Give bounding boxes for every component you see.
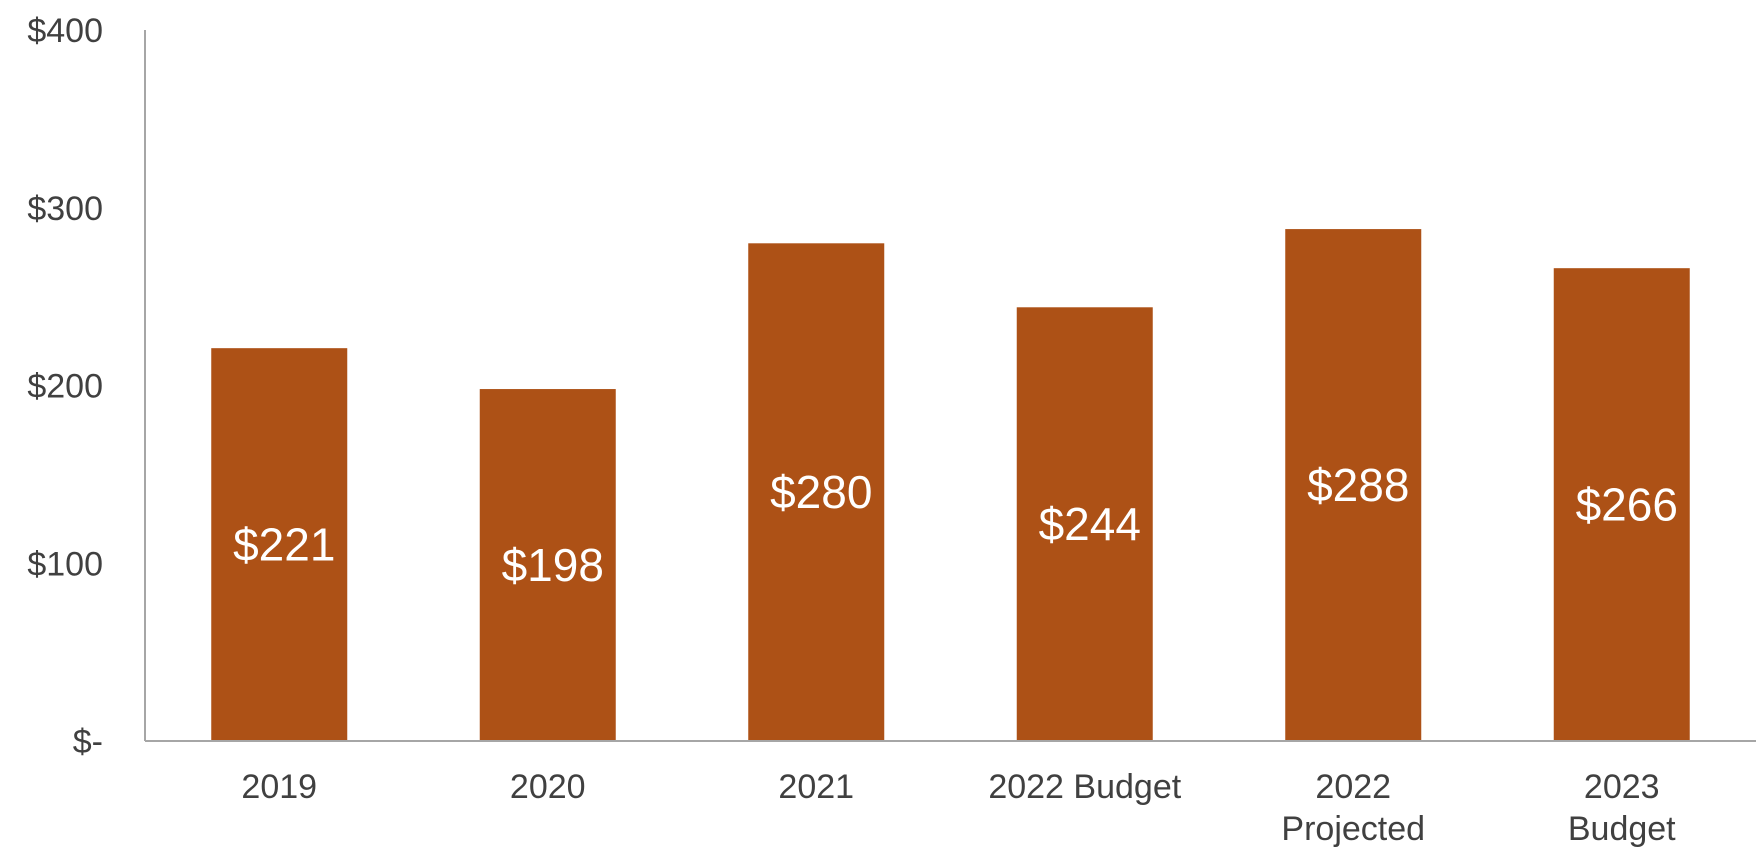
data-label-4: $288 — [1307, 459, 1409, 511]
bar-0 — [211, 348, 348, 741]
category-label-1: 2020 — [510, 768, 586, 806]
data-label-1: $198 — [502, 539, 604, 591]
y-tick-label-2: $200 — [27, 368, 103, 406]
data-label-3: $244 — [1039, 498, 1141, 550]
category-label-5: 2023 Budget — [1568, 768, 1676, 848]
y-tick-label-4: $400 — [27, 12, 103, 50]
bars-group — [211, 229, 1690, 742]
category-label-2: 2021 — [778, 768, 854, 806]
data-labels: $221 $198 $280 $244 $288 $266 — [233, 459, 1678, 591]
bar-4 — [1285, 229, 1422, 741]
category-label-0: 2019 — [241, 768, 317, 806]
y-tick-label-3: $300 — [27, 190, 103, 228]
axes-group — [144, 30, 1756, 742]
data-label-0: $221 — [233, 519, 335, 571]
y-tick-labels: $- $100 $200 $300 $400 — [27, 12, 103, 761]
data-label-5: $266 — [1576, 479, 1678, 531]
category-labels: 2019 2020 2021 2022 Budget 2022 Projected 2023… — [241, 768, 1676, 848]
bar-1 — [479, 389, 616, 741]
category-label-3: 2022 Budget — [988, 768, 1181, 806]
bar-3 — [1016, 307, 1153, 741]
data-label-2: $280 — [770, 466, 872, 518]
category-label-4: 2022 Projected — [1281, 768, 1425, 848]
y-tick-label-1: $100 — [27, 545, 103, 583]
bar-5 — [1553, 268, 1690, 741]
y-tick-label-0: $- — [73, 723, 103, 761]
bar-2 — [748, 243, 885, 742]
